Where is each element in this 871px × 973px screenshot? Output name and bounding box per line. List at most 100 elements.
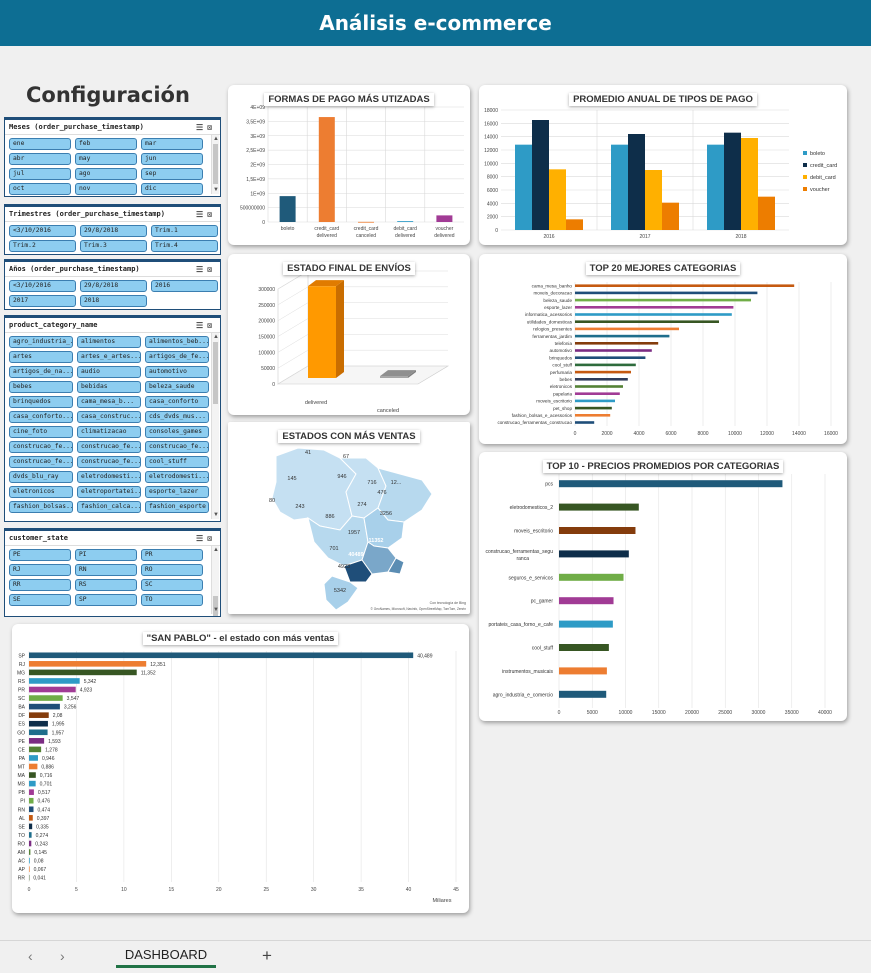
x-tick-label: credit_card [314,226,339,232]
next-sheet-icon[interactable]: › [60,948,65,964]
add-sheet-button[interactable]: + [262,946,272,965]
slicer-button[interactable]: casa_construc... [77,411,141,423]
slicer-button[interactable]: RR [9,579,71,591]
slicer-button[interactable]: cine_foto [9,426,73,438]
slicer-button[interactable]: climatizacao [77,426,141,438]
slicer-button[interactable]: PI [75,549,137,561]
slicer-button[interactable]: Trim.4 [151,240,218,252]
slicer-button[interactable]: ene [9,138,71,150]
slicer-button[interactable]: artes [9,351,73,363]
slicer-button[interactable]: TO [141,594,203,606]
slicer-button[interactable]: dvds_blu_ray [9,471,73,483]
slicer-button[interactable]: jun [141,153,203,165]
slicer-button[interactable]: construcao_fe... [9,441,73,453]
slicer-button[interactable]: Trim.1 [151,225,218,237]
slicer-button[interactable]: feb [75,138,137,150]
multiselect-icon[interactable]: ☰ [196,209,208,219]
x-tick-label: 10 [121,887,127,893]
slicer-button[interactable]: sep [141,168,203,180]
slicer-button[interactable]: abr [9,153,71,165]
clear-filter-icon[interactable]: ⊠ [207,122,216,132]
slicer-button[interactable]: cool_stuff [145,456,209,468]
slicer-button[interactable]: dic [141,183,203,195]
map-label: 12... [391,480,402,486]
slicer-button[interactable]: SP [75,594,137,606]
prev-sheet-icon[interactable]: ‹ [28,948,33,964]
slicer-months[interactable]: Meses (order_purchase_timestamp) ☰⊠ ene fe… [4,117,221,197]
slicer-button[interactable]: esporte_lazer [145,486,209,498]
slicer-button[interactable]: artes_e_artes... [77,351,141,363]
slicer-button[interactable]: jul [9,168,71,180]
slicer-button[interactable]: 2018 [80,295,147,307]
slicer-button[interactable]: <3/10/2016 [9,280,76,292]
slicer-quarters[interactable]: Trimestres (order_purchase_timestamp) ☰⊠ … [4,204,221,255]
slicer-button[interactable]: fashion_esporte [145,501,209,513]
multiselect-icon[interactable]: ☰ [196,533,208,543]
slicer-button[interactable]: SC [141,579,203,591]
slicer-button[interactable]: Trim.2 [9,240,76,252]
slicer-button[interactable]: bebes [9,381,73,393]
slicer-button[interactable]: eletroportatei... [77,486,141,498]
slicer-button[interactable]: SE [9,594,71,606]
slicer-button[interactable]: brinquedos [9,396,73,408]
slicer-button[interactable]: 2016 [151,280,218,292]
multiselect-icon[interactable]: ☰ [196,264,208,274]
slicer-button[interactable]: construcao_fe... [77,441,141,453]
slicer-button[interactable]: 2017 [9,295,76,307]
slicer-button[interactable]: fashion_bolsas... [9,501,73,513]
y-tick-label: 3E+09 [250,134,265,140]
slicer-state[interactable]: customer_state ☰⊠ PE PI PR RJ RN RO RR RS SC SE SP T… [4,528,221,617]
slicer-button[interactable]: eletrodomesti... [77,471,141,483]
slicer-button[interactable]: consoles_games [145,426,209,438]
slicer-button[interactable]: audio [77,366,141,378]
slicer-button[interactable]: construcao_fe... [77,456,141,468]
slicer-button[interactable]: artigos_de_fe... [145,351,209,363]
slicer-button[interactable]: eletronicos [9,486,73,498]
slicer-button[interactable]: PR [141,549,203,561]
clear-filter-icon[interactable]: ⊠ [207,533,216,543]
slicer-button[interactable]: <3/10/2016 [9,225,76,237]
slicer-button[interactable]: ago [75,168,137,180]
slicer-button[interactable]: casa_conforto... [9,411,73,423]
slicer-button[interactable]: cama_mesa_b... [77,396,141,408]
state-label: AC [18,859,25,865]
slicer-button[interactable]: casa_conforto [145,396,209,408]
scrollbar[interactable]: ▲ ▼ [211,333,219,519]
slicer-button[interactable]: cds_dvds_mus... [145,411,209,423]
slicer-years[interactable]: Años (order_purchase_timestamp) ☰⊠ <3/10/… [4,259,221,310]
slicer-button[interactable]: beleza_saude [145,381,209,393]
slicer-button[interactable]: nov [75,183,137,195]
slicer-category[interactable]: product_category_name ☰⊠ agro_industria_.… [4,315,221,522]
multiselect-icon[interactable]: ☰ [196,320,208,330]
slicer-button[interactable]: construcao_fe... [9,456,73,468]
slicer-button[interactable]: PE [9,549,71,561]
clear-filter-icon[interactable]: ⊠ [207,264,216,274]
slicer-button[interactable]: may [75,153,137,165]
slicer-button[interactable]: oct [9,183,71,195]
slicer-button[interactable]: alimentos_beb... [145,336,209,348]
slicer-button[interactable]: RJ [9,564,71,576]
slicer-button[interactable]: bebidas [77,381,141,393]
slicer-button[interactable]: RN [75,564,137,576]
slicer-button[interactable]: Trim.3 [80,240,147,252]
slicer-button[interactable]: construcao_fe... [145,441,209,453]
sheet-tab-dashboard[interactable]: DASHBOARD [116,946,216,968]
slicer-button[interactable]: fashion_calca... [77,501,141,513]
slicer-button[interactable]: eletrodomesti... [145,471,209,483]
clear-filter-icon[interactable]: ⊠ [207,209,216,219]
slicer-button[interactable]: 29/8/2018 [80,225,147,237]
category-label: eletronicos [550,384,573,389]
slicer-button[interactable]: agro_industria_... [9,336,73,348]
slicer-button[interactable]: RS [75,579,137,591]
scrollbar[interactable]: ▲ ▼ [211,546,219,616]
scrollbar[interactable]: ▲ ▼ [211,135,219,194]
slicer-button[interactable]: automotivo [145,366,209,378]
slicer-button[interactable]: 29/8/2018 [80,280,147,292]
slicer-button[interactable]: alimentos [77,336,141,348]
multiselect-icon[interactable]: ☰ [196,122,208,132]
bar [575,370,631,374]
clear-filter-icon[interactable]: ⊠ [207,320,216,330]
slicer-button[interactable]: mar [141,138,203,150]
slicer-button[interactable]: artigos_de_na... [9,366,73,378]
slicer-button[interactable]: RO [141,564,203,576]
